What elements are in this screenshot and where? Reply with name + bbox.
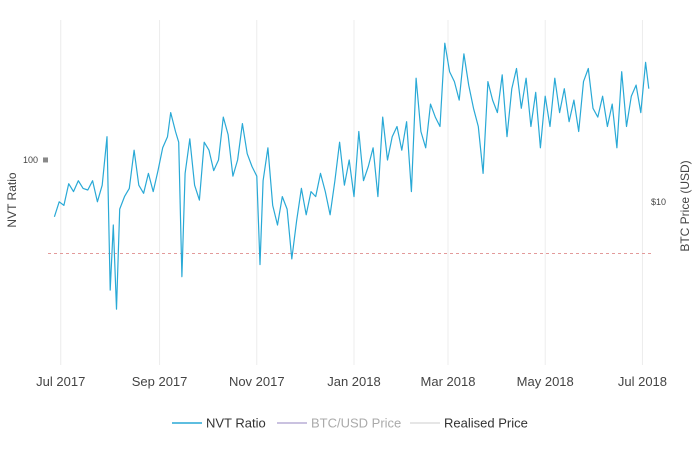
y-right-tick-label: $10: [651, 197, 666, 207]
legend-label: BTC/USD Price: [311, 416, 401, 431]
x-tick-label: Sep 2017: [132, 374, 188, 389]
x-tick-label: Jan 2018: [327, 374, 381, 389]
legend-label: Realised Price: [444, 416, 528, 431]
y-left-tick-mark: [43, 157, 48, 163]
x-tick-label: May 2018: [517, 374, 574, 389]
x-tick-label: Jul 2018: [618, 374, 667, 389]
legend-label: NVT Ratio: [206, 416, 266, 431]
x-axis-ticks: Jul 2017 Sep 2017 Nov 2017 Jan 2018 Mar 2018…: [36, 374, 667, 389]
x-tick-label: Mar 2018: [421, 374, 476, 389]
x-tick-label: Nov 2017: [229, 374, 285, 389]
legend-item-2[interactable]: Realised Price: [410, 416, 528, 431]
y-right-axis-title: BTC Price (USD): [678, 160, 692, 251]
x-tick-label: Jul 2017: [36, 374, 85, 389]
legend-item-1[interactable]: BTC/USD Price: [277, 416, 401, 431]
grid-lines: [60, 20, 643, 365]
y-left-tick-label: 100: [23, 155, 38, 165]
legend-item-0[interactable]: NVT Ratio: [172, 416, 266, 431]
legend: NVT Ratio BTC/USD Price Realised Price: [172, 416, 528, 431]
y-right-axis-ticks: $10: [651, 197, 666, 207]
y-left-axis-ticks: 100: [23, 155, 48, 165]
y-left-axis-title: NVT Ratio: [5, 172, 19, 227]
nvt-ratio-line[interactable]: [53, 42, 650, 310]
